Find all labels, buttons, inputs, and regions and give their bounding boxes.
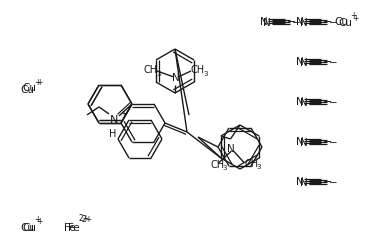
Text: N: N (296, 176, 304, 186)
Text: N: N (172, 73, 180, 83)
Text: 2+: 2+ (82, 215, 93, 224)
Text: +: + (34, 77, 40, 86)
Text: −: − (323, 57, 332, 67)
Text: 3: 3 (223, 164, 227, 170)
Text: 3: 3 (203, 71, 207, 77)
Text: N: N (227, 143, 235, 153)
Text: N: N (110, 114, 118, 124)
Text: +: + (34, 215, 40, 224)
Text: +: + (350, 11, 356, 19)
Text: N: N (296, 137, 304, 146)
Text: CH: CH (211, 159, 225, 169)
Text: Cu: Cu (338, 18, 352, 28)
Text: H: H (109, 129, 117, 138)
Text: Cu: Cu (22, 83, 36, 93)
Text: −: − (329, 137, 338, 147)
Text: −: − (323, 97, 332, 107)
Text: N: N (260, 17, 268, 27)
Text: 3: 3 (156, 71, 160, 77)
Text: Fe: Fe (68, 222, 80, 232)
Text: −: − (329, 98, 338, 108)
Text: CH: CH (245, 158, 259, 168)
Text: −: − (323, 176, 332, 186)
Text: CH: CH (144, 65, 158, 75)
Text: −: − (323, 17, 332, 27)
Text: N: N (263, 18, 271, 28)
Text: +: + (36, 77, 42, 86)
Text: +: + (352, 13, 358, 22)
Text: +: + (120, 109, 126, 118)
Text: N: N (300, 18, 308, 28)
Text: N: N (296, 57, 304, 67)
Text: 3: 3 (256, 163, 261, 169)
Text: Cu: Cu (20, 222, 34, 232)
Text: Cu: Cu (22, 222, 36, 232)
Text: N: N (300, 137, 308, 147)
Text: −: − (287, 17, 296, 27)
Text: N: N (300, 177, 308, 187)
Text: +: + (36, 217, 42, 226)
Text: −: − (329, 18, 338, 28)
Text: −: − (329, 58, 338, 68)
Text: −: − (323, 137, 332, 146)
Text: Cu: Cu (334, 17, 348, 27)
Text: N: N (300, 98, 308, 108)
Text: CH: CH (191, 65, 205, 75)
Text: N: N (300, 58, 308, 68)
Text: −: − (329, 177, 338, 187)
Text: Cu: Cu (20, 85, 34, 94)
Text: 2+: 2+ (79, 214, 90, 223)
Text: N: N (296, 97, 304, 107)
Text: N: N (296, 17, 304, 27)
Text: −: − (292, 18, 301, 28)
Text: Fe: Fe (64, 222, 76, 232)
